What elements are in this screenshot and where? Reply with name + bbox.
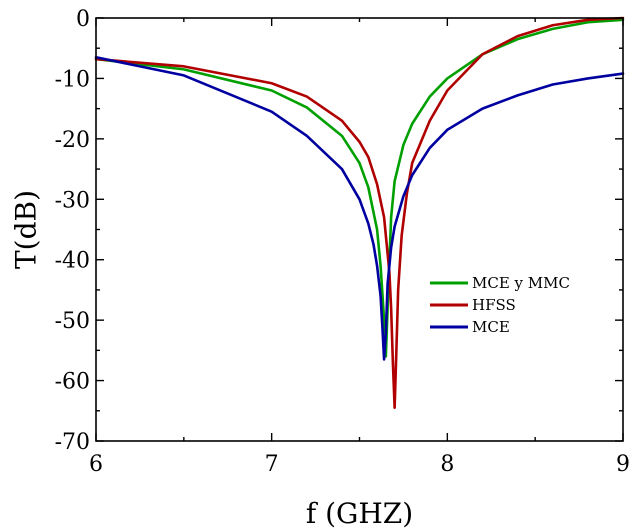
y-tick-label: -10 bbox=[55, 67, 90, 92]
legend-label-1: HFSS bbox=[472, 296, 516, 314]
y-axis-title: T(dB) bbox=[10, 190, 43, 269]
series-line-0 bbox=[94, 18, 625, 358]
y-tick-label: -20 bbox=[55, 128, 90, 153]
y-tick-label: -60 bbox=[55, 370, 90, 395]
series-line-1 bbox=[94, 16, 625, 410]
x-tick-label: 7 bbox=[265, 452, 279, 477]
y-tick-label: -50 bbox=[55, 309, 90, 334]
legend: MCE y MMC HFSS MCE bbox=[430, 274, 570, 336]
y-tick-label: -30 bbox=[55, 188, 90, 213]
series-line-2 bbox=[94, 55, 625, 361]
x-tick-label: 6 bbox=[89, 452, 103, 477]
y-tick-label: -40 bbox=[55, 249, 90, 274]
legend-label-2: MCE bbox=[472, 318, 510, 336]
plot-series-group bbox=[94, 16, 625, 410]
x-tick-label: 9 bbox=[616, 452, 629, 477]
y-tick-label: -70 bbox=[55, 430, 90, 455]
x-axis-title: f (GHZ) bbox=[306, 497, 413, 530]
plot-frame bbox=[95, 17, 624, 442]
tick-labels-group: 6 7 8 9 0 -10 -20 -30 -40 -50 -60 -70 bbox=[55, 7, 629, 477]
legend-label-0: MCE y MMC bbox=[472, 274, 570, 292]
x-tick-label: 8 bbox=[440, 452, 454, 477]
y-tick-label: 0 bbox=[76, 7, 90, 32]
axis-ticks-group bbox=[95, 17, 624, 442]
